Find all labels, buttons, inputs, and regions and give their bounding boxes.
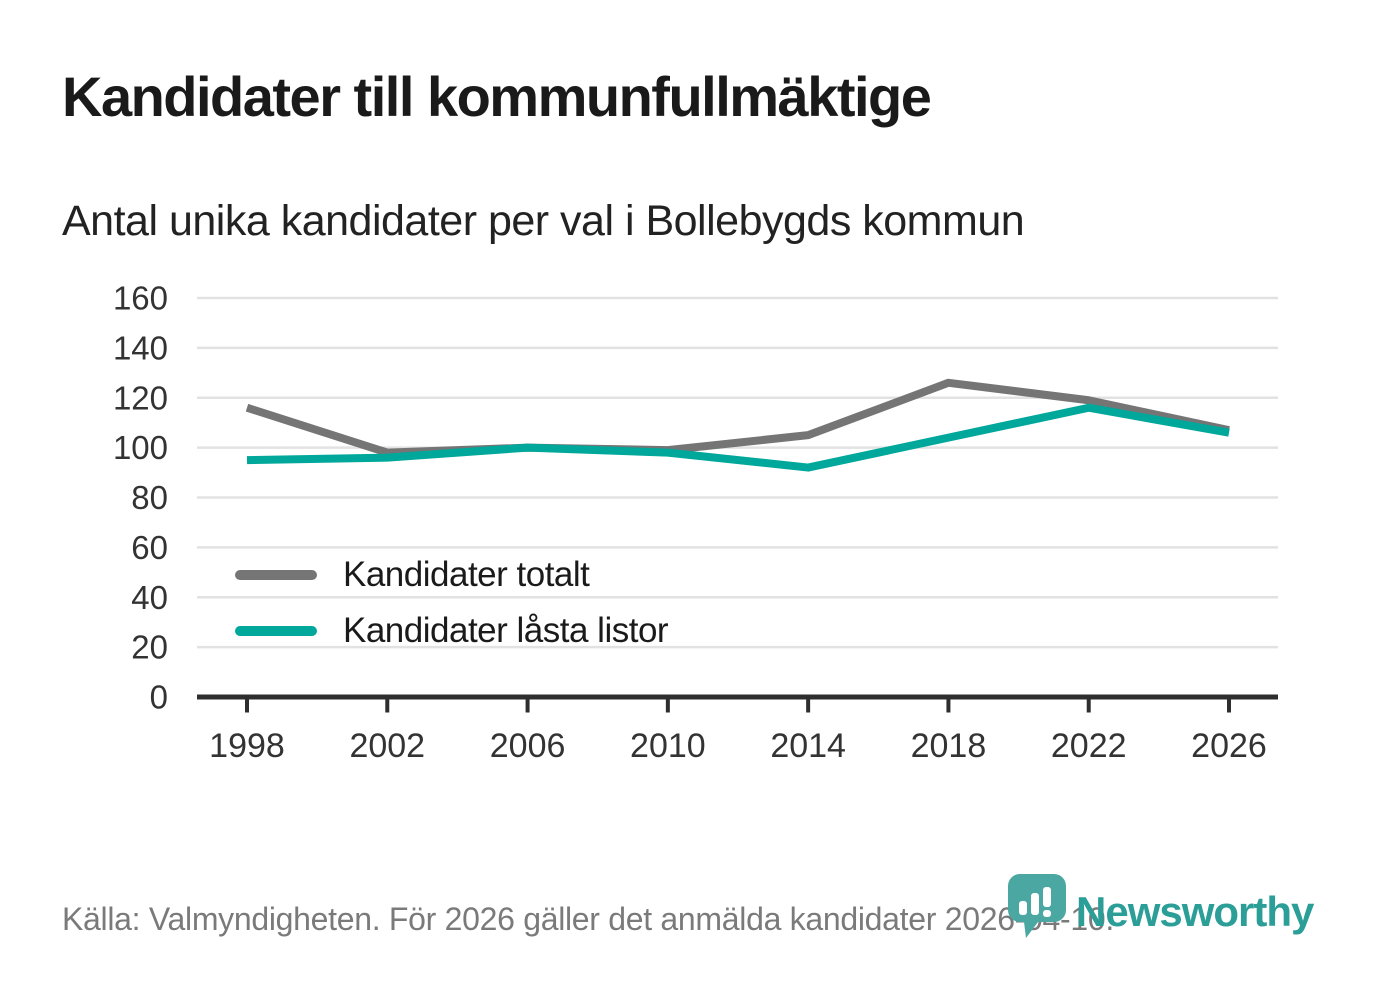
series-line-1 (246, 403, 1230, 472)
y-tick-label: 100 (113, 429, 168, 466)
y-tick-label: 120 (113, 379, 168, 416)
y-tick-label: 140 (113, 329, 168, 366)
legend-label-totalt: Kandidater totalt (343, 555, 590, 594)
y-tick-label: 40 (131, 579, 168, 616)
legend-item-lasta-listor: Kandidater låsta listor (235, 611, 669, 650)
source-note: Källa: Valmyndigheten. För 2026 gäller d… (62, 901, 1114, 937)
x-tick-label: 2018 (911, 727, 987, 765)
y-tick-label: 0 (150, 679, 168, 716)
legend-item-totalt: Kandidater totalt (235, 555, 668, 594)
y-tick-label: 60 (131, 529, 168, 566)
legend-swatch-lasta-listor (235, 626, 317, 636)
x-tick-label: 2002 (349, 727, 425, 765)
x-tick-label: 2006 (490, 727, 566, 765)
x-tick-label: 2010 (630, 727, 706, 765)
newsworthy-logo: Newsworthy (1008, 874, 1314, 938)
legend-label-lasta-listor: Kandidater låsta listor (343, 611, 669, 650)
chart-legend: Kandidater totalt Kandidater låsta listo… (235, 555, 669, 650)
y-tick-label: 160 (113, 280, 168, 317)
legend-swatch-totalt (235, 570, 317, 580)
chart-title: Kandidater till kommunfullmäktige (62, 65, 932, 128)
chart-subtitle: Antal unika kandidater per val i Bolleby… (62, 197, 1025, 245)
x-tick-label: 2022 (1051, 727, 1127, 765)
newsworthy-wordmark: Newsworthy (1076, 888, 1314, 935)
y-tick-label: 20 (131, 629, 168, 666)
y-tick-label: 80 (131, 479, 168, 516)
x-tick-label: 2026 (1191, 727, 1267, 765)
newsworthy-logo-icon (1008, 874, 1066, 938)
x-tick-label: 2014 (770, 727, 846, 765)
x-tick-label: 1998 (209, 727, 285, 765)
series-line-0 (245, 378, 1230, 457)
